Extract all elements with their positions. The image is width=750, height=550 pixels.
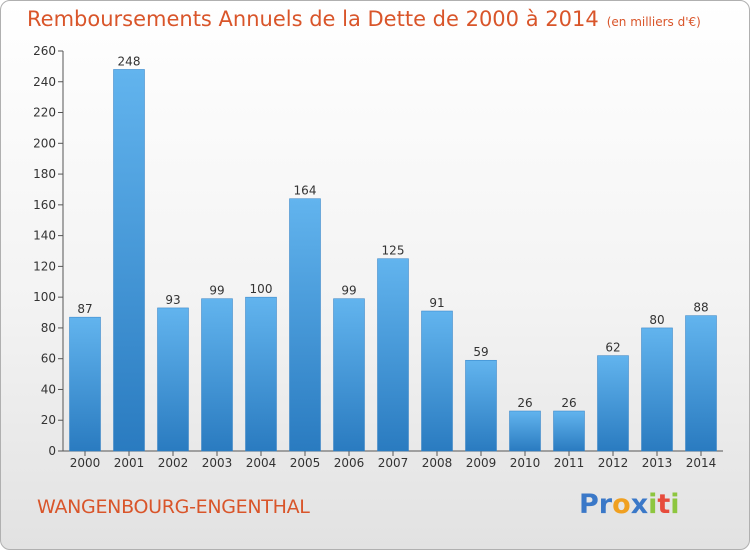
y-tick-label: 40 bbox=[41, 382, 56, 396]
y-tick-label: 160 bbox=[33, 198, 56, 212]
x-tick-label: 2013 bbox=[642, 456, 673, 470]
y-tick-label: 120 bbox=[33, 259, 56, 273]
bar-2004 bbox=[245, 296, 277, 452]
x-tick-label: 2004 bbox=[246, 456, 277, 470]
y-tick-label: 20 bbox=[41, 413, 56, 427]
y-tick-label: 220 bbox=[33, 106, 56, 120]
chart-title-unit: (en milliers d'€) bbox=[606, 15, 701, 29]
bar-value-label: 88 bbox=[693, 301, 708, 315]
x-tick-label: 2012 bbox=[598, 456, 629, 470]
x-tick-label: 2002 bbox=[158, 456, 189, 470]
logo-letter: t bbox=[657, 489, 671, 520]
bar-2010 bbox=[509, 410, 541, 452]
bar-value-label: 164 bbox=[294, 184, 317, 198]
bar-2014 bbox=[685, 315, 717, 452]
y-tick-label: 60 bbox=[41, 352, 56, 366]
chart-axes: 0 20 40 60 80 100 120 140 160 180 200 220 240 260 bbox=[33, 44, 723, 458]
bar-value-label: 248 bbox=[118, 54, 141, 68]
bar-value-label: 80 bbox=[649, 313, 664, 327]
logo-letter: i bbox=[670, 489, 680, 520]
logo-letter: x bbox=[630, 489, 649, 520]
bar-value-label: 100 bbox=[250, 282, 273, 296]
bar-value-label: 91 bbox=[429, 296, 444, 310]
x-tick-label: 2000 bbox=[70, 456, 101, 470]
bar-value-label: 59 bbox=[473, 345, 488, 359]
x-tick-label: 2006 bbox=[334, 456, 365, 470]
bar-2012 bbox=[597, 355, 629, 452]
x-tick-label: 2008 bbox=[422, 456, 453, 470]
bar-chart: 0 20 40 60 80 100 120 140 160 180 200 220 240 260 200… bbox=[33, 44, 723, 470]
logo-letter: r bbox=[598, 489, 613, 520]
x-tick-label: 2009 bbox=[466, 456, 497, 470]
bar-2009 bbox=[465, 359, 497, 452]
x-tick-label: 2005 bbox=[290, 456, 321, 470]
y-tick-label: 80 bbox=[41, 321, 56, 335]
bar-value-label: 93 bbox=[165, 293, 180, 307]
y-tick-label: 140 bbox=[33, 229, 56, 243]
bar-value-label: 26 bbox=[561, 396, 576, 410]
bar-2008 bbox=[421, 310, 453, 452]
bar-value-label: 26 bbox=[517, 396, 532, 410]
x-tick-label: 2003 bbox=[202, 456, 233, 470]
bar-2011 bbox=[553, 410, 585, 452]
x-tick-label: 2010 bbox=[510, 456, 541, 470]
bar-value-label: 87 bbox=[77, 302, 92, 316]
bar-2001 bbox=[113, 69, 145, 452]
bar-2013 bbox=[641, 327, 673, 452]
x-tick-label: 2011 bbox=[554, 456, 585, 470]
x-tick-label: 2001 bbox=[114, 456, 145, 470]
bar-2006 bbox=[333, 298, 365, 452]
chart-title-text: Remboursements Annuels de la Dette de 20… bbox=[27, 7, 599, 31]
bar-2000 bbox=[69, 316, 101, 452]
y-tick-label: 200 bbox=[33, 136, 56, 150]
bar-value-label: 125 bbox=[382, 244, 405, 258]
chart-labels: 2000 87 2001 248 2002 93 2003 99 2004 100 2005 164 2… bbox=[70, 54, 717, 470]
x-tick-label: 2014 bbox=[686, 456, 717, 470]
proxiti-logo: Proxiti bbox=[579, 489, 680, 520]
y-tick-label: 240 bbox=[33, 75, 56, 89]
chart-title: Remboursements Annuels de la Dette de 20… bbox=[27, 7, 701, 31]
bar-2005 bbox=[289, 198, 321, 452]
y-tick-label: 260 bbox=[33, 44, 56, 58]
logo-letter: P bbox=[579, 489, 599, 520]
bar-2002 bbox=[157, 307, 189, 452]
bar-value-label: 99 bbox=[209, 284, 224, 298]
y-tick-label: 100 bbox=[33, 290, 56, 304]
bar-2003 bbox=[201, 298, 233, 452]
x-tick-label: 2007 bbox=[378, 456, 409, 470]
logo-letter: o bbox=[612, 489, 631, 520]
chart-bars bbox=[69, 69, 717, 452]
commune-name: WANGENBOURG-ENGENTHAL bbox=[37, 496, 310, 518]
y-tick-label: 0 bbox=[48, 444, 56, 458]
y-tick-label: 180 bbox=[33, 167, 56, 181]
bar-2007 bbox=[377, 258, 409, 452]
logo-letter: i bbox=[648, 489, 658, 520]
bar-value-label: 99 bbox=[341, 284, 356, 298]
bar-value-label: 62 bbox=[605, 341, 620, 355]
